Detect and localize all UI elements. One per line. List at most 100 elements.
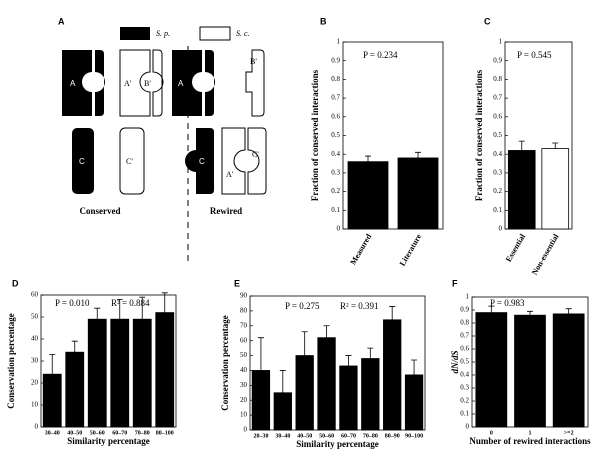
bar xyxy=(339,365,358,431)
y-tick-label: 0.1 xyxy=(460,410,469,418)
y-tick-label: 0.4 xyxy=(493,150,502,158)
y-axis-label: dN/dS xyxy=(450,350,460,373)
y-tick-label: 0.9 xyxy=(460,306,469,314)
y-tick-label: 0.9 xyxy=(493,56,502,64)
error-bar xyxy=(323,325,330,338)
error-bar xyxy=(301,331,308,356)
y-tick-label: 0.4 xyxy=(460,371,469,379)
y-tick-label: 0.4 xyxy=(331,150,340,158)
y-tick-label: 40 xyxy=(240,366,248,374)
x-tick-label: 80–90 xyxy=(385,433,400,439)
y-tick-label: 1 xyxy=(499,38,503,46)
x-tick-label: Non-essential xyxy=(530,232,561,277)
error-bar xyxy=(411,359,418,375)
y-tick-label: 20 xyxy=(240,396,248,404)
x-tick-label: Literature xyxy=(398,232,424,268)
y-axis-label: Fraction of conserved interactions xyxy=(474,69,484,201)
error-bar xyxy=(527,310,533,316)
shape-label: C xyxy=(199,157,205,166)
chart-panel: D 0 10 20 30 40 50 60 Conservation percentage Sim… xyxy=(6,278,177,446)
bar xyxy=(383,319,402,431)
caption: Rewired xyxy=(210,206,242,216)
protein xyxy=(205,50,215,116)
protein xyxy=(221,127,246,195)
panel-letter: B xyxy=(320,16,327,26)
y-tick-label: 30 xyxy=(31,357,39,365)
bar xyxy=(110,318,130,428)
bar xyxy=(295,355,314,431)
x-tick-label: 60–70 xyxy=(112,430,127,436)
y-tick-label: 0.5 xyxy=(493,131,502,139)
annotation: R² = 0.391 xyxy=(340,301,379,311)
annotation: R² = 0.884 xyxy=(111,298,150,308)
legend-swatch xyxy=(120,27,150,40)
shape-label: B' xyxy=(144,79,151,88)
x-tick-label: 80–100 xyxy=(156,430,174,436)
annotation: P = 0.275 xyxy=(285,301,320,311)
x-tick-label: 1 xyxy=(529,430,532,436)
x-axis-label: Similarity percentage xyxy=(67,436,150,446)
y-tick-label: 0.5 xyxy=(331,131,340,139)
error-bar xyxy=(161,292,168,313)
y-tick-label: 0.6 xyxy=(493,112,502,120)
error-bar xyxy=(565,308,572,314)
plot-frame xyxy=(249,295,426,431)
bar xyxy=(42,373,62,428)
x-tick-label: 50–60 xyxy=(90,430,105,436)
bar xyxy=(475,312,508,428)
annotation: P = 0.234 xyxy=(363,50,398,60)
y-tick-label: 0.8 xyxy=(493,75,502,83)
error-bar xyxy=(116,299,123,320)
protein xyxy=(152,49,164,117)
x-tick-label: 90–100 xyxy=(405,433,423,439)
x-tick-label: 20–30 xyxy=(253,433,268,439)
chart-panel: E 0 10 20 30 40 50 60 70 80 90 Conservation percent… xyxy=(220,278,426,449)
x-tick-label: 50–60 xyxy=(319,433,334,439)
y-tick-label: 0.7 xyxy=(460,332,469,340)
error-bar xyxy=(367,347,374,359)
x-tick-label: 30–40 xyxy=(45,430,60,436)
bar xyxy=(347,161,389,230)
y-axis-label: Conservation percentage xyxy=(220,315,230,411)
error-bar xyxy=(71,340,78,353)
y-tick-label: 0 xyxy=(499,225,503,233)
chart-panel: F 0 0.1 0.2 0.3 0.4 0.5 0.6 0.7 0.8 0.9 1 dN/dS Numbe… xyxy=(450,278,591,446)
y-tick-label: 50 xyxy=(31,313,39,321)
bar xyxy=(155,312,175,428)
shape-label: C xyxy=(79,157,85,166)
y-tick-label: 0.8 xyxy=(331,75,340,83)
shape-label: A xyxy=(70,79,76,88)
error-bar xyxy=(345,355,352,366)
y-axis-label: Conservation percentage xyxy=(6,313,16,409)
annotation: P = 0.010 xyxy=(55,298,90,308)
error-bar xyxy=(488,305,495,313)
y-tick-label: 1 xyxy=(337,38,341,46)
panel-letter: C xyxy=(484,16,491,26)
shape-label: A' xyxy=(226,170,234,179)
protein xyxy=(72,128,94,194)
y-tick-label: 0.6 xyxy=(331,112,340,120)
x-axis-label: Similarity percentage xyxy=(296,439,379,449)
bar xyxy=(132,318,152,428)
y-tick-label: 0.2 xyxy=(493,187,502,195)
error-bar xyxy=(552,142,559,149)
shape-label: A xyxy=(178,79,184,88)
x-tick-label: Essential xyxy=(504,232,528,264)
y-tick-label: 1 xyxy=(466,293,470,301)
y-tick-label: 0.3 xyxy=(331,169,340,177)
y-tick-label: 20 xyxy=(31,379,39,387)
x-tick-label: Measured xyxy=(348,232,373,266)
y-tick-label: 80 xyxy=(240,306,248,314)
shape-label: A' xyxy=(124,79,132,88)
y-tick-label: 10 xyxy=(240,411,248,419)
y-tick-label: 0 xyxy=(35,423,39,431)
error-bar xyxy=(389,306,396,320)
y-tick-label: 0.3 xyxy=(493,169,502,177)
protein xyxy=(185,128,214,194)
panel-letter: E xyxy=(234,278,240,288)
caption: Conserved xyxy=(80,206,121,216)
x-tick-label: 30–40 xyxy=(275,433,290,439)
y-tick-label: 0.2 xyxy=(460,397,469,405)
x-tick-label: 40–50 xyxy=(67,430,82,436)
